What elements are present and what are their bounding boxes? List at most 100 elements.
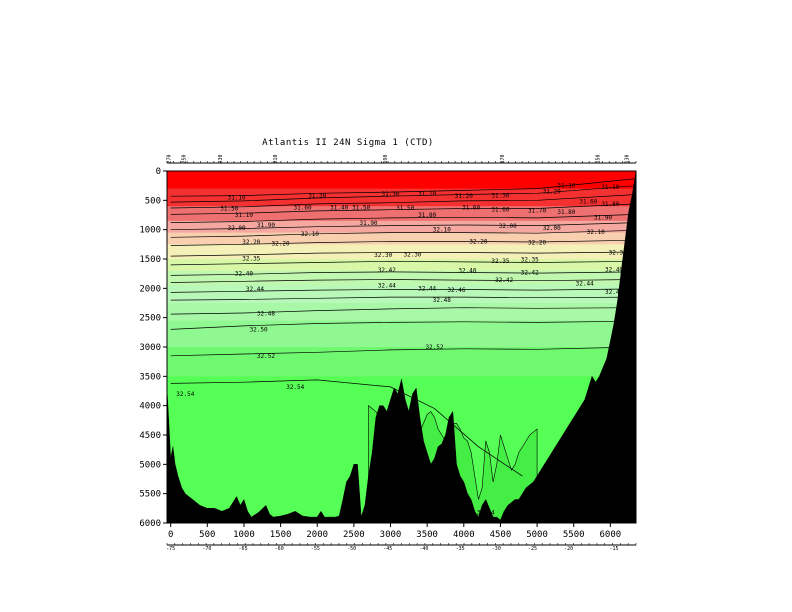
y-tick-label: 4000 <box>139 402 161 412</box>
x-tick-label: 4500 <box>490 530 512 540</box>
y-tick-label: 1000 <box>139 226 161 236</box>
contour-label: 32.48 <box>433 297 451 304</box>
contour-line <box>170 346 637 357</box>
longitude-tick-label: -75 <box>166 546 175 552</box>
y-tick-label: 2000 <box>139 284 161 294</box>
contour-line <box>170 222 637 231</box>
longitude-tick-label: -70 <box>202 546 211 552</box>
station-tick-label: 250 <box>181 154 187 163</box>
contour-line <box>170 271 637 276</box>
contour-label: 31.30 <box>491 193 509 200</box>
longitude-tick-label: -15 <box>610 546 619 552</box>
contour-label: 32.20 <box>242 239 260 246</box>
y-tick-label: 4500 <box>139 431 161 441</box>
longitude-tick-label: -55 <box>311 546 320 552</box>
color-band-0 <box>167 171 636 190</box>
contour-label: 31.50 <box>220 206 238 213</box>
contour-label: 32.46 <box>447 287 465 294</box>
station-tick-label: 130 <box>625 154 631 163</box>
contour-label: 32.54 <box>176 391 194 398</box>
x-tick-label: 1500 <box>270 530 292 540</box>
contour-label: 32.20 <box>469 238 487 245</box>
contour-label: 32.42 <box>521 269 539 276</box>
contour-label: 31.80 <box>601 201 619 208</box>
contour-label: 32.52 <box>257 353 275 360</box>
contour-label: 31.80 <box>418 212 436 219</box>
contour-line <box>170 214 637 223</box>
contour-label: 32.40 <box>458 268 476 275</box>
longitude-tick-label: -40 <box>419 546 428 552</box>
color-band-8 <box>167 285 636 304</box>
contour-label: 32.42 <box>378 267 396 274</box>
contour-label: 31.50 <box>352 204 370 211</box>
station-tick-label: 210 <box>273 154 279 163</box>
contour-label: 32.40 <box>605 267 623 274</box>
contour-line <box>170 379 523 477</box>
contour-line <box>170 229 637 238</box>
contour-label: 32.35 <box>521 257 539 264</box>
contour-label: 32.48 <box>257 311 275 318</box>
contour-label: 31.10 <box>418 190 436 197</box>
longitude-tick-label: -25 <box>528 546 537 552</box>
contour-label: 31.60 <box>579 199 597 206</box>
contour-label: 31.10 <box>601 184 619 191</box>
color-band-6 <box>167 259 636 272</box>
x-tick-label: 500 <box>199 530 215 540</box>
contour-label: 32.54 <box>286 384 304 391</box>
contour-line <box>170 320 637 330</box>
contour-label: 32.20 <box>528 240 546 247</box>
contour-line <box>170 185 637 203</box>
contour-line <box>170 296 637 301</box>
x-tick-label: 5500 <box>563 530 585 540</box>
contour-label: 31.80 <box>557 209 575 216</box>
contour-label: 31.60 <box>462 204 480 211</box>
contour-label: 32.35 <box>242 255 260 262</box>
x-tick-label: 2500 <box>343 530 365 540</box>
contour-label: 32.30 <box>403 251 421 258</box>
contour-label: 32.00 <box>543 225 561 232</box>
color-band-5 <box>167 244 636 260</box>
contour-label: 31.20 <box>455 193 473 200</box>
longitude-tick-label: -45 <box>383 546 392 552</box>
contour-label: 31.90 <box>359 220 377 227</box>
contour-line <box>170 239 637 246</box>
y-tick-label: 2500 <box>139 314 161 324</box>
contour-label: 32.46 <box>605 289 623 296</box>
longitude-tick-label: -65 <box>239 546 248 552</box>
contour-label: 32.10 <box>433 227 451 234</box>
contour-line <box>170 203 637 215</box>
color-band-9 <box>167 303 636 322</box>
contour-label: 32.35 <box>491 258 509 265</box>
x-tick-label: 6000 <box>600 530 622 540</box>
x-tick-label: 4000 <box>453 530 475 540</box>
x-tick-label: 1000 <box>233 530 255 540</box>
contour-label: 32.40 <box>235 271 253 278</box>
contour-label: 31.20 <box>543 189 561 196</box>
color-band-1 <box>167 188 636 207</box>
contour-label: 32.00 <box>499 223 517 230</box>
x-tick-label: 2000 <box>306 530 328 540</box>
contour-label: 32.44 <box>246 286 264 293</box>
station-tick-label: 150 <box>595 154 601 163</box>
x-tick-label: 3500 <box>416 530 438 540</box>
color-band-10 <box>167 320 636 348</box>
contour-label: 31.30 <box>381 191 399 198</box>
contour-line <box>170 178 637 197</box>
contour-label: 32.52 <box>425 344 443 351</box>
longitude-tick-label: -20 <box>564 546 573 552</box>
color-band-11 <box>167 347 636 377</box>
y-tick-label: 5000 <box>139 460 161 470</box>
contour-label: 32.44 <box>418 285 436 292</box>
contour-label: 31.30 <box>308 193 326 200</box>
contour-label: 31.40 <box>330 204 348 211</box>
contour-label: 32.30 <box>374 252 392 259</box>
contour-label: 32.10 <box>587 229 605 236</box>
x-axis-distance: 0 500 1000 1500 2000 2500 3000 3500 4000 4500 5000… <box>168 523 621 540</box>
contour-label: 31.90 <box>257 222 275 229</box>
x-tick-label: 0 <box>168 530 173 540</box>
contour-label: 32.44 <box>576 281 594 288</box>
station-tick-label: 190 <box>383 154 389 163</box>
contour-lines <box>170 178 637 477</box>
longitude-tick-label: -60 <box>275 546 284 552</box>
